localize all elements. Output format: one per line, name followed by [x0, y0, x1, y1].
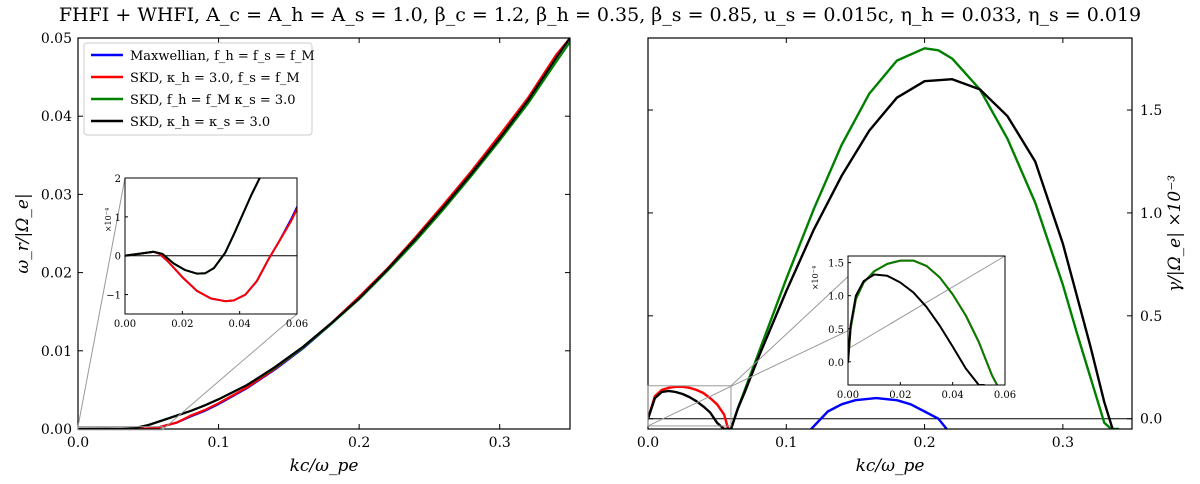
x-tick-label: 0.0 [637, 435, 659, 451]
inset-series-line [125, 178, 261, 275]
inset-y-tick-label: 1 [115, 213, 121, 224]
y-tick-label: 0.04 [41, 109, 72, 125]
series-line [648, 77, 1114, 429]
y-tick-label: 0.0 [1140, 412, 1162, 428]
x-tick-label: 0.2 [348, 435, 370, 451]
y-tick-label: 1.5 [1140, 103, 1162, 119]
y-tick-label: 0.5 [1140, 309, 1162, 325]
figure-title: FHFI + WHFI, A_c = A_h = A_s = 1.0, β_c … [58, 4, 1142, 26]
x-tick-label: 0.1 [207, 435, 229, 451]
x-tick-label: 0.2 [913, 435, 935, 451]
inset-y-tick-label: 0 [115, 252, 121, 263]
inset-frame [124, 177, 298, 315]
series-line [729, 47, 1120, 429]
series-line [810, 396, 948, 429]
inset-series [125, 178, 297, 303]
zoom-region [77, 426, 163, 431]
right-inset: 0.00 0.02 0.04 0.06 0.0 0.5 1.0 1.5 ×10⁻⁴ [811, 255, 1016, 401]
y-tick-label: 0.00 [41, 422, 72, 438]
inset-y-tick-label: 1.5 [828, 259, 844, 270]
x-axis-label: kc/ω_pe [856, 456, 925, 476]
y-tick-label: 0.01 [41, 344, 72, 360]
left-inset: 0.00 0.02 0.04 0.06 −1 0 1 2 ×10⁻⁴ [104, 174, 308, 330]
inset-x-tick-label: 0.06 [994, 390, 1016, 401]
legend-label: SKD, κ_h = κ_s = 3.0 [130, 115, 270, 130]
y-tick-label: 0.03 [41, 187, 72, 203]
inset-x-tick-label: 0.00 [114, 319, 136, 330]
inset-x-tick-label: 0.04 [229, 319, 251, 330]
inset-series-line [848, 273, 986, 385]
y-tick-label: 0.05 [41, 31, 72, 47]
series-line [648, 385, 730, 429]
left-panel: 0.0 0.1 0.2 0.3 0.00 0.01 0.02 0.03 0.04 0.05 kc/ω… [13, 31, 571, 476]
legend: Maxwellian, f_h = f_s = f_M SKD, κ_h = 3.… [83, 42, 315, 136]
legend-label: SKD, f_h = f_M κ_s = 3.0 [130, 93, 296, 108]
right-axes-frame [647, 37, 1133, 430]
legend-box [83, 42, 313, 136]
zoom-connector-through [847, 255, 1006, 350]
x-tick-label: 0.0 [67, 435, 89, 451]
legend-label: SKD, κ_h = 3.0, f_s = f_M [130, 71, 300, 86]
zoom-connector [162, 313, 298, 431]
series-line [78, 38, 570, 429]
inset-x-tick-label: 0.00 [837, 390, 859, 401]
zoom-region [647, 385, 732, 427]
inset-bg [848, 256, 1005, 385]
y-tick-label: 1.0 [1140, 206, 1162, 222]
inset-x-tick-label: 0.02 [171, 319, 193, 330]
x-axis-label: kc/ω_pe [290, 456, 359, 476]
inset-scale-label: ×10⁻⁴ [811, 266, 820, 290]
x-tick-label: 0.3 [1052, 435, 1074, 451]
y-tick-label: 0.02 [41, 266, 72, 282]
inset-y-tick-label: 2 [115, 174, 121, 185]
inset-x-tick-label: 0.06 [286, 319, 308, 330]
inset-frame [847, 255, 1006, 386]
inset-y-tick-label: 1.0 [828, 292, 844, 303]
right-series [648, 47, 1120, 429]
y-axis-label: ω_r/|Ω_e| [13, 193, 33, 273]
inset-bg [125, 178, 297, 314]
inset-x-tick-label: 0.04 [942, 390, 964, 401]
inset-series [848, 259, 999, 385]
x-tick-label: 0.1 [775, 435, 797, 451]
right-panel: 0.0 0.1 0.2 0.3 0.0 0.5 1.0 1.5 kc/ω_pe γ/|Ω_e| ×… [637, 37, 1185, 476]
inset-y-tick-label: 0.0 [828, 358, 844, 369]
zoom-connector [77, 177, 126, 427]
left-axes-frame [77, 37, 571, 430]
y-axis-label: γ/|Ω_e| ×10⁻³ [1165, 175, 1185, 292]
inset-y-tick-label: −1 [106, 291, 121, 302]
x-tick-label: 0.3 [489, 435, 511, 451]
zoom-connector [730, 276, 849, 387]
inset-series-line [848, 259, 999, 385]
legend-label: Maxwellian, f_h = f_s = f_M [130, 49, 315, 64]
inset-y-tick-label: 0.5 [828, 325, 844, 336]
inset-scale-label: ×10⁻⁴ [104, 208, 113, 232]
inset-x-tick-label: 0.02 [889, 390, 911, 401]
